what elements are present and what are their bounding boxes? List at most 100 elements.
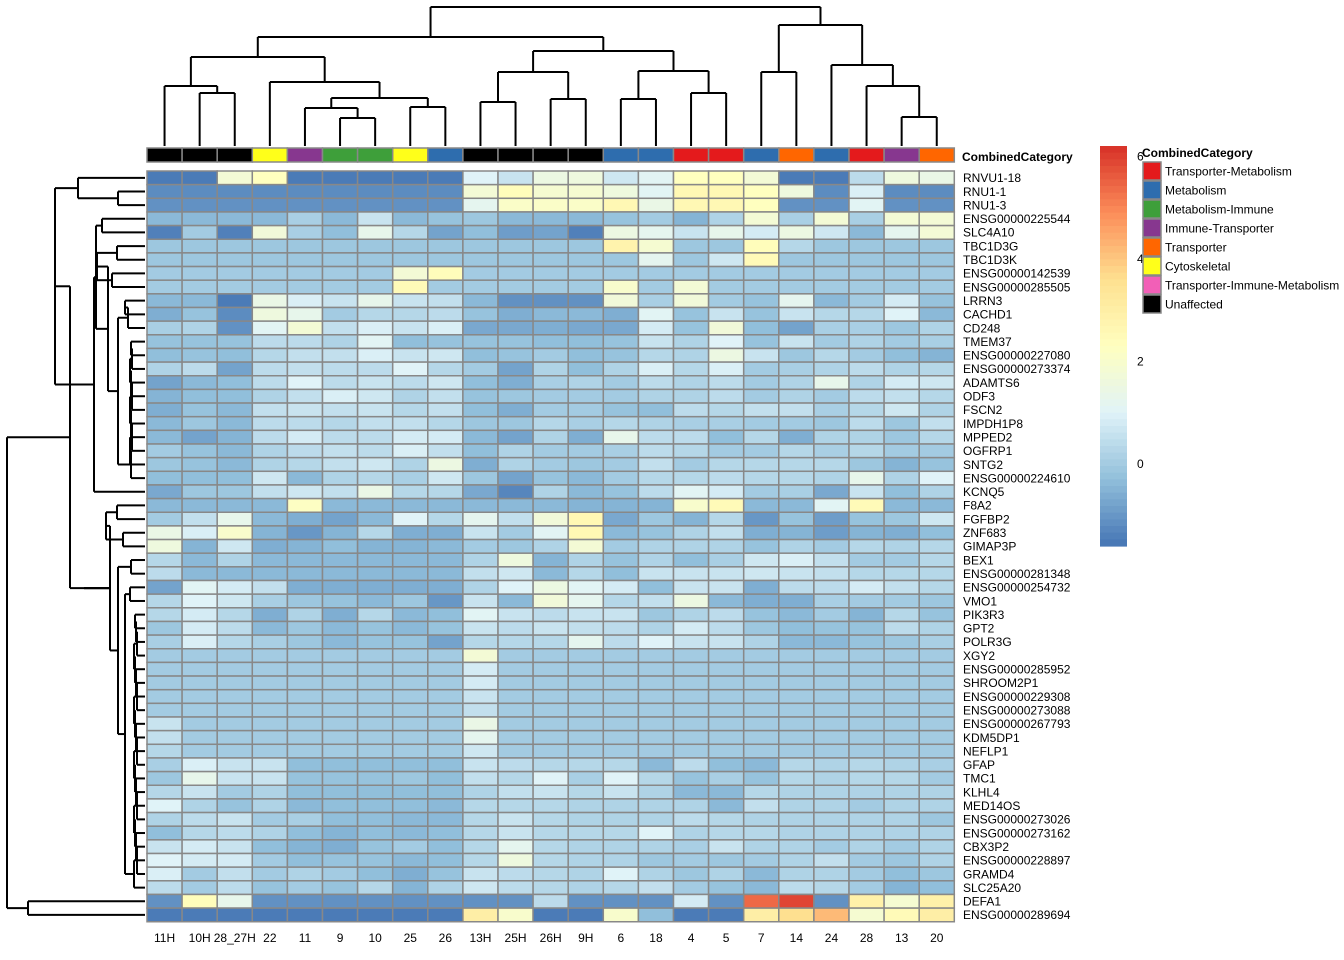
heatmap-cell xyxy=(778,648,815,664)
heatmap-cell xyxy=(778,552,815,568)
heatmap-cell xyxy=(883,361,920,377)
column-label: 10H xyxy=(189,931,211,945)
heatmap-cell xyxy=(532,497,569,514)
heatmap-cell xyxy=(321,634,359,650)
heatmap-cell xyxy=(778,893,815,909)
heatmap-cell xyxy=(883,893,920,909)
heatmap-cell xyxy=(462,456,499,473)
heatmap-cell xyxy=(181,170,218,186)
colorbar-segment xyxy=(1100,479,1127,487)
heatmap-cell xyxy=(146,197,183,213)
heatmap-cell xyxy=(848,511,885,527)
colorbar-segment xyxy=(1100,306,1127,314)
heatmap-cell xyxy=(497,224,534,241)
heatmap-cell xyxy=(883,375,920,391)
heatmap-cell xyxy=(918,402,956,418)
heatmap-cell xyxy=(813,702,850,718)
heatmap-cell xyxy=(918,211,956,227)
heatmap-cell xyxy=(813,811,850,827)
heatmap-cell xyxy=(813,538,850,554)
heatmap-cell xyxy=(813,566,850,582)
heatmap-cell xyxy=(637,511,675,527)
heatmap-cell xyxy=(918,880,956,896)
heatmap-cell xyxy=(848,306,885,322)
heatmap-cell xyxy=(567,688,605,705)
heatmap-cell xyxy=(567,661,605,677)
heatmap-cell xyxy=(567,811,605,827)
heatmap-cell xyxy=(216,279,254,295)
heatmap-cell xyxy=(286,538,324,554)
heatmap-cell xyxy=(672,197,710,213)
colorbar-segment xyxy=(1100,146,1127,154)
heatmap-cell xyxy=(181,538,218,554)
heatmap-cell xyxy=(672,456,710,473)
heatmap-cell xyxy=(321,361,359,377)
heatmap-cell xyxy=(251,334,289,350)
heatmap-cell xyxy=(637,497,675,514)
heatmap-cell xyxy=(918,743,956,759)
heatmap-cell xyxy=(321,798,359,814)
heatmap-cell xyxy=(813,716,850,732)
heatmap-cell xyxy=(427,334,464,350)
heatmap-cell xyxy=(286,648,324,664)
heatmap-cell xyxy=(286,702,324,718)
heatmap-cell xyxy=(848,579,885,595)
heatmap-cell xyxy=(251,238,289,254)
heatmap-cell xyxy=(497,238,534,254)
heatmap-cell xyxy=(146,907,183,923)
colorbar-segment xyxy=(1100,299,1127,307)
heatmap-cell xyxy=(216,675,254,691)
heatmap-cell xyxy=(813,252,850,268)
heatmap-cell xyxy=(391,552,429,568)
heatmap-cell xyxy=(602,811,640,827)
row-label: GPT2 xyxy=(963,622,995,636)
heatmap-cell xyxy=(497,375,534,391)
heatmap-cell xyxy=(672,320,710,336)
heatmap-cell xyxy=(672,566,710,582)
heatmap-cell xyxy=(848,497,885,514)
heatmap-cell xyxy=(637,347,675,363)
heatmap-cell xyxy=(216,484,254,500)
heatmap-cell xyxy=(462,661,499,677)
row-label: POLR3G xyxy=(963,635,1012,649)
heatmap-cell xyxy=(251,170,289,186)
heatmap-cell xyxy=(778,334,815,350)
heatmap-cell xyxy=(462,211,499,227)
heatmap-cell xyxy=(742,320,780,336)
heatmap-cell xyxy=(883,183,920,200)
heatmap-cell xyxy=(918,484,956,500)
heatmap-cell xyxy=(321,334,359,350)
heatmap-cell xyxy=(918,757,956,773)
heatmap-cell xyxy=(813,484,850,500)
legend-swatch xyxy=(1142,161,1162,181)
heatmap-cell xyxy=(427,484,464,500)
heatmap-cell xyxy=(672,798,710,814)
heatmap-cell xyxy=(567,607,605,623)
heatmap-cell xyxy=(567,183,605,200)
heatmap-cell xyxy=(637,238,675,254)
heatmap-cell xyxy=(532,688,569,705)
heatmap-cell xyxy=(497,484,534,500)
heatmap-cell xyxy=(532,552,569,568)
heatmap-cell xyxy=(532,279,569,295)
heatmap-cell xyxy=(637,702,675,718)
heatmap-cell xyxy=(497,648,534,664)
heatmap-cell xyxy=(742,484,780,500)
legend-swatch xyxy=(1142,199,1162,219)
heatmap-cell xyxy=(286,607,324,623)
heatmap-cell xyxy=(146,579,183,595)
colorbar-segment xyxy=(1100,452,1127,460)
heatmap-cell xyxy=(251,456,289,473)
colorbar-segment xyxy=(1100,506,1127,514)
heatmap-cell xyxy=(918,648,956,664)
heatmap-cell xyxy=(742,634,780,650)
heatmap-cell xyxy=(637,265,675,281)
heatmap-cell xyxy=(427,538,464,554)
heatmap-cell xyxy=(427,429,464,445)
heatmap-cell xyxy=(707,375,745,391)
heatmap-cell xyxy=(813,265,850,281)
column-label: 25 xyxy=(404,931,418,945)
heatmap-cell xyxy=(497,252,534,268)
heatmap-cell xyxy=(672,293,710,309)
heatmap-cell xyxy=(356,770,394,786)
